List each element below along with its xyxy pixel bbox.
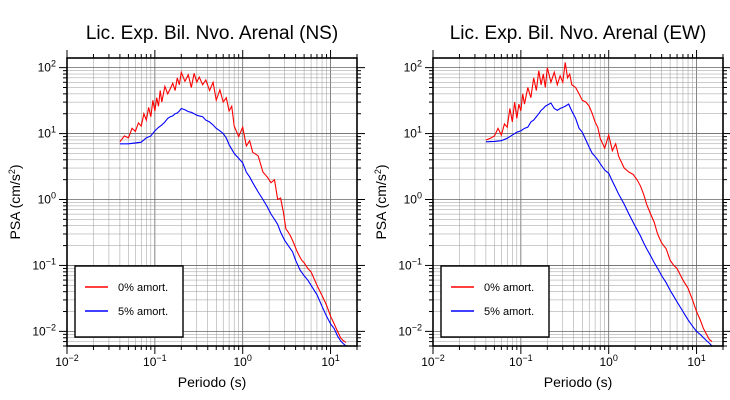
y-tick-label: 10−1 (32, 256, 56, 272)
chart-title: Lic. Exp. Bil. Nvo. Arenal (EW) (450, 23, 707, 44)
series-line-damping-5 (485, 102, 713, 346)
chart-panel-2: Lic. Exp. Bil. Nvo. Arenal (EW) 10−2 10−1 1… (373, 23, 730, 390)
chart-title: Lic. Exp. Bil. Nvo. Arenal (NS) (86, 23, 338, 44)
legend-label: 0% amort. (118, 282, 168, 294)
x-tick-label: 10−2 (421, 353, 445, 369)
y-tick-label: 10−2 (32, 322, 56, 338)
series-line-damping-5 (119, 107, 347, 346)
y-tick-label: 10−2 (398, 322, 422, 338)
series-line-damping-0 (485, 62, 713, 343)
x-tick-label: 100 (600, 353, 618, 369)
legend-label: 5% amort. (118, 306, 168, 318)
y-axis-label: PSA (cm/s2) (373, 164, 389, 239)
x-tick-label: 100 (234, 353, 252, 369)
y-axis-label: PSA (cm/s2) (7, 164, 23, 239)
legend-box (440, 265, 550, 338)
plot-frame (432, 57, 724, 347)
chart-panel-1: Lic. Exp. Bil. Nvo. Arenal (NS) 10−2 10−1 1… (7, 23, 365, 390)
y-tick-label: 100 (404, 191, 422, 207)
legend-label: 5% amort. (484, 306, 534, 318)
y-tick-label: 101 (404, 125, 422, 141)
y-tick-label: 100 (38, 191, 56, 207)
x-tick-label: 10−1 (509, 353, 533, 369)
x-tick-label: 101 (321, 353, 339, 369)
x-axis-label: Periodo (s) (544, 374, 612, 390)
x-tick-label: 101 (687, 353, 705, 369)
y-tick-label: 10−1 (398, 256, 422, 272)
series-line-damping-0 (119, 70, 347, 343)
legend-label: 0% amort. (484, 282, 534, 294)
y-tick-label: 102 (38, 59, 56, 75)
legend: 0% amort. 5% amort. (440, 265, 550, 338)
legend-box (74, 265, 184, 338)
x-axis-label: Periodo (s) (178, 374, 246, 390)
x-tick-label: 10−2 (55, 353, 79, 369)
y-tick-label: 102 (404, 59, 422, 75)
y-tick-label: 101 (38, 125, 56, 141)
grid-lines (66, 58, 358, 347)
legend: 0% amort. 5% amort. (74, 265, 184, 338)
x-tick-label: 10−1 (143, 353, 167, 369)
plot-frame (66, 57, 358, 347)
